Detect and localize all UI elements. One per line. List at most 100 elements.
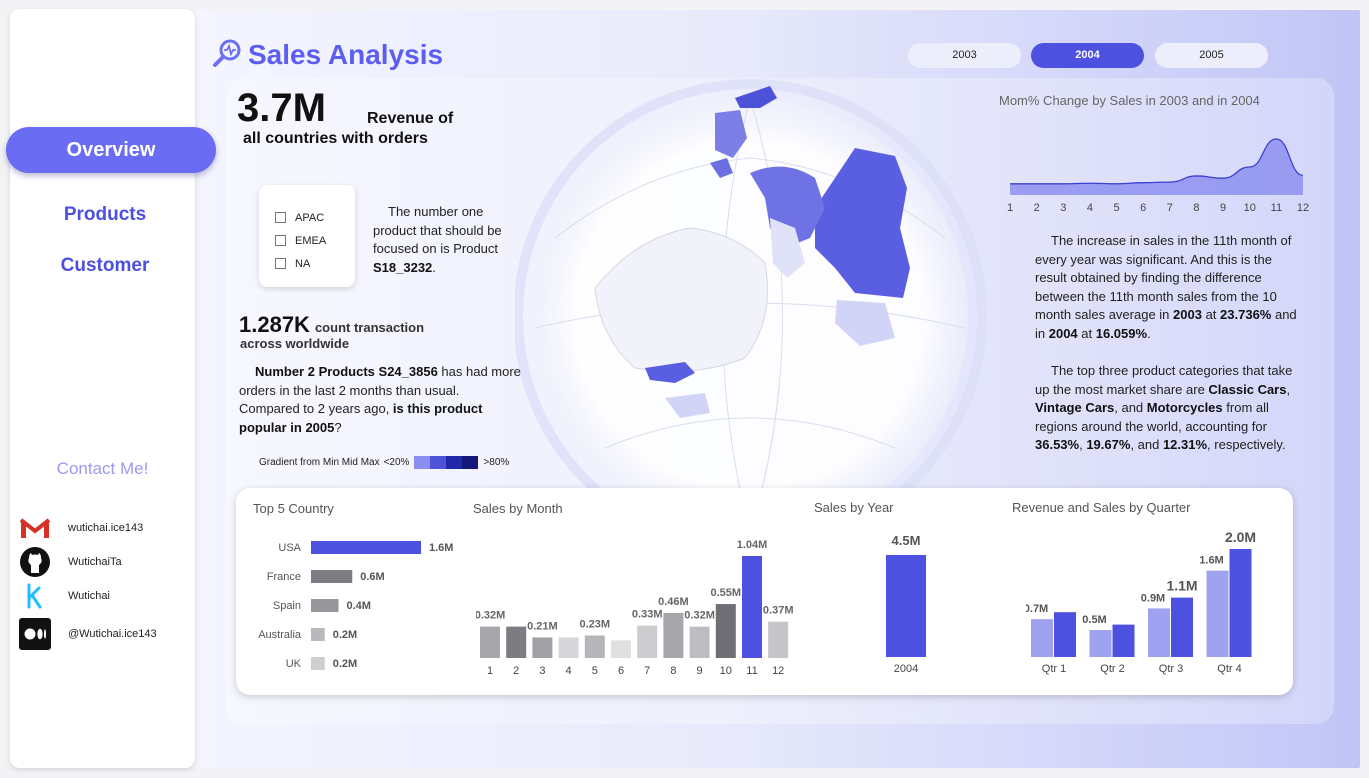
quarter-bar[interactable]: [1206, 570, 1229, 657]
country-bar[interactable]: [311, 599, 339, 612]
quarter-bar[interactable]: [1112, 624, 1135, 657]
month-bar[interactable]: [715, 604, 736, 658]
month-x-tick: 7: [644, 665, 650, 677]
legend-gradient-bar: [414, 456, 479, 469]
map-region-greenland[interactable]: [770, 218, 805, 278]
sidebar: Products Customer Contact Me! wutichai.i…: [10, 9, 195, 768]
checkbox[interactable]: [275, 235, 286, 246]
quarter-chart[interactable]: 0.7M Qtr 1 0.5M Qtr 2 0.9M1.1M Qtr 3 1.6M2.0M Q…: [1026, 516, 1266, 683]
month-bar[interactable]: [689, 626, 710, 658]
mom-x-tick: 11: [1271, 202, 1282, 214]
region-option-emea[interactable]: EMEA: [275, 229, 355, 252]
year-button-2005[interactable]: 2005: [1155, 43, 1268, 68]
region-option-na[interactable]: NA: [275, 252, 355, 275]
country-bar[interactable]: [311, 570, 353, 583]
region-label: APAC: [295, 211, 325, 224]
map-region-usa-south[interactable]: [835, 300, 895, 346]
month-x-tick: 2: [513, 665, 519, 677]
gmail-icon: [18, 511, 52, 545]
nav-products[interactable]: Products: [63, 204, 147, 225]
month-x-tick: 11: [746, 665, 757, 677]
map-region-north-america[interactable]: [815, 148, 910, 298]
mom-x-tick: 1: [1007, 202, 1013, 214]
legend-swatch: [430, 456, 447, 469]
map-region-japan[interactable]: [645, 362, 695, 383]
mom-x-tick: 8: [1193, 202, 1199, 214]
country-value-label: 0.2M: [333, 629, 357, 641]
top-country-chart[interactable]: USA 1.6M France 0.6M Spain 0.4M Australia 0.2M U…: [253, 528, 463, 678]
country-value-label: 0.6M: [360, 571, 384, 583]
country-label: France: [267, 571, 301, 583]
contact-gmail-text: wutichai.ice143: [68, 522, 144, 534]
quarter-x-tick: Qtr 4: [1217, 663, 1241, 675]
month-value-label: 1.04M: [737, 539, 768, 551]
mom-area-chart[interactable]: 1 2 3 4 5 6 7 8 9 10 11 12: [1000, 135, 1310, 217]
month-bar[interactable]: [532, 637, 553, 658]
mom-x-tick: 9: [1220, 202, 1226, 214]
month-bar[interactable]: [480, 626, 500, 658]
quarter-value-label: 2.0M: [1225, 529, 1256, 545]
contact-kaggle-text: Wutichai: [68, 590, 110, 602]
revenue-kpi-value: 3.7M: [237, 86, 326, 130]
quarter-bar[interactable]: [1089, 630, 1112, 657]
contact-medium[interactable]: @Wutichai.ice143: [18, 617, 157, 651]
github-icon: [18, 545, 52, 579]
quarter-value-label: 1.1M: [1166, 578, 1197, 594]
map-region-france[interactable]: [710, 158, 733, 178]
insight-month-11: The increase in sales in the 11th month …: [1035, 233, 1297, 341]
legend-swatch: [462, 456, 479, 469]
world-map[interactable]: [515, 78, 1015, 508]
month-bar[interactable]: [742, 556, 762, 658]
checkbox[interactable]: [275, 258, 286, 269]
contact-kaggle[interactable]: Wutichai: [18, 579, 110, 613]
analytics-search-icon: [212, 38, 242, 72]
quarter-bar[interactable]: [1171, 597, 1193, 657]
quarter-value-label: 0.5M: [1082, 614, 1106, 626]
map-region-asia-pacific[interactable]: [665, 393, 710, 418]
month-value-label: 0.33M: [632, 609, 663, 621]
contact-medium-text: @Wutichai.ice143: [68, 628, 157, 640]
map-region-canada-east[interactable]: [750, 166, 825, 248]
map-region-scandinavia[interactable]: [735, 86, 777, 108]
quarter-bar[interactable]: [1148, 608, 1170, 657]
map-region-uk-europe[interactable]: [715, 110, 747, 158]
quarter-value-label: 0.7M: [1026, 603, 1048, 615]
year-button-2003[interactable]: 2003: [908, 43, 1021, 68]
month-bar[interactable]: [558, 637, 579, 658]
quarter-bar[interactable]: [1054, 612, 1076, 657]
month-bar[interactable]: [584, 635, 605, 658]
year-bar[interactable]: [886, 555, 926, 657]
country-label: UK: [286, 658, 302, 670]
page-title: Sales Analysis: [248, 39, 444, 70]
month-bar[interactable]: [768, 621, 789, 658]
region-option-apac[interactable]: APAC: [275, 206, 355, 229]
country-bar[interactable]: [311, 628, 325, 641]
month-value-label: 0.32M: [684, 610, 715, 622]
quarter-bar[interactable]: [1031, 619, 1053, 657]
month-x-tick: 9: [697, 665, 703, 677]
month-bar[interactable]: [506, 626, 527, 658]
sales-month-chart[interactable]: 1 0.32M 2 3 0.21M 4 5 0.23M 6 7 0.33M 8 0.46M 9 0.32M 1…: [476, 523, 801, 683]
month-x-tick: 3: [539, 665, 545, 677]
country-bar[interactable]: [311, 657, 325, 670]
top-country-title: Top 5 Country: [253, 501, 334, 516]
month-bar[interactable]: [611, 640, 631, 658]
transactions-kpi-sublabel: across worldwide: [240, 336, 350, 351]
insight-categories: The top three product categories that ta…: [1035, 363, 1293, 453]
month-bar[interactable]: [663, 612, 684, 658]
checkbox[interactable]: [275, 212, 286, 223]
month-x-tick: 6: [618, 665, 624, 677]
quarter-bar[interactable]: [1229, 549, 1252, 657]
legend-high: >80%: [483, 457, 510, 468]
month-value-label: 0.23M: [580, 618, 611, 630]
nav-customer[interactable]: Customer: [60, 255, 150, 276]
month-bar[interactable]: [637, 625, 658, 658]
year-button-2004[interactable]: 2004: [1031, 43, 1144, 68]
contact-gmail[interactable]: wutichai.ice143: [18, 511, 143, 545]
sales-year-chart[interactable]: 4.5M 2004: [856, 523, 956, 683]
quarter-x-tick: Qtr 3: [1159, 663, 1183, 675]
country-bar[interactable]: [311, 541, 421, 554]
contact-github[interactable]: WutichaiTa: [18, 545, 122, 579]
nav-overview[interactable]: Overview: [6, 127, 216, 173]
quarter-x-tick: Qtr 2: [1100, 663, 1124, 675]
